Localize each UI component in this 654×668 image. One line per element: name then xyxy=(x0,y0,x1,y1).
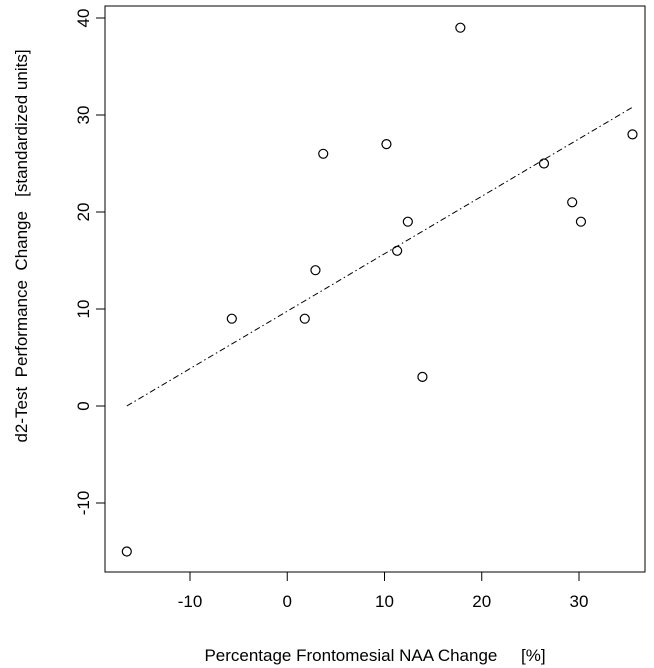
x-tick-label: 10 xyxy=(375,592,394,611)
data-point xyxy=(567,197,578,208)
y-tick-label: 30 xyxy=(74,106,93,125)
data-point xyxy=(310,265,321,276)
y-axis-label: d2-Test Performance Change [standardized… xyxy=(12,49,31,442)
data-point xyxy=(318,148,329,159)
y-tick-label: -10 xyxy=(74,491,93,516)
y-tick-label: 20 xyxy=(74,203,93,222)
x-tick-label: -10 xyxy=(178,592,203,611)
data-points xyxy=(121,22,638,557)
x-axis: -10 0 10 20 30 xyxy=(178,572,589,611)
y-tick-label: 40 xyxy=(74,9,93,28)
y-tick-label: 10 xyxy=(74,300,93,319)
data-point xyxy=(575,216,587,227)
data-point xyxy=(226,313,237,324)
x-tick-label: 0 xyxy=(283,592,292,611)
data-point xyxy=(538,158,550,169)
data-point xyxy=(455,22,466,33)
data-point xyxy=(121,546,132,557)
data-point xyxy=(627,129,638,140)
regression-line xyxy=(126,106,633,407)
plot-frame xyxy=(104,5,646,573)
data-point xyxy=(417,371,428,382)
x-tick-label: 20 xyxy=(472,592,491,611)
x-tick-label: 30 xyxy=(570,592,589,611)
data-point xyxy=(381,139,392,150)
data-point xyxy=(392,245,403,256)
y-tick-label: 0 xyxy=(74,401,93,410)
x-axis-label: Percentage Frontomesial NAA Change [%] xyxy=(204,646,545,665)
data-point xyxy=(299,313,310,324)
y-axis: -10 0 10 20 30 40 xyxy=(74,9,105,516)
data-point xyxy=(402,216,413,227)
